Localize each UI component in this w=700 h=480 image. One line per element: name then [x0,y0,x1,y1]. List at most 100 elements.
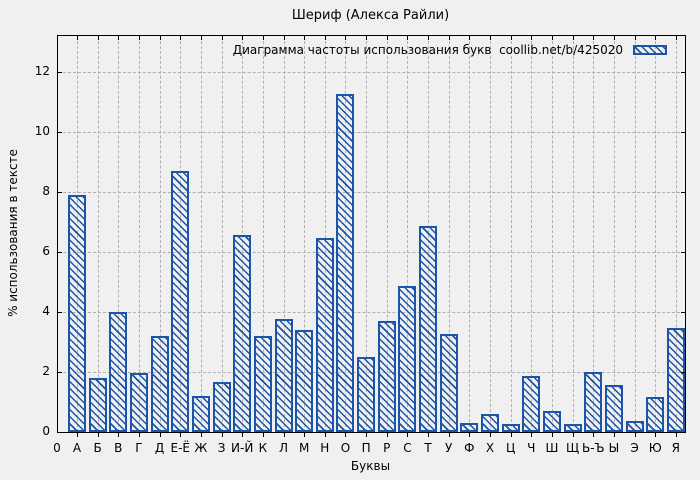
h-gridline [58,72,685,73]
x-tick-label: Б [93,441,102,455]
x-tick [221,36,223,40]
y-tick [58,192,62,193]
x-tick [324,433,326,437]
x-tick-label: В [114,441,123,455]
v-gridline [490,36,491,432]
x-tick [613,36,615,40]
bar-Е-Ё [171,171,190,432]
x-tick-label: Г [135,441,143,455]
y-tick [681,252,685,253]
bar-Н [315,238,334,432]
x-tick-label: Ю [648,441,662,455]
x-tick [448,433,450,437]
x-tick [490,433,491,437]
x-tick [159,36,161,40]
y-tick-label: 8 [42,184,50,198]
x-tick-label: Щ [566,441,580,455]
x-tick-label: Р [383,441,391,455]
bar-В [109,312,128,432]
bar-У [439,334,458,432]
x-tick-label: И-Й [231,441,254,455]
v-gridline [97,36,99,432]
bar-Ж [191,396,210,432]
v-gridline [634,36,636,432]
x-tick [77,36,78,40]
x-tick [304,36,306,40]
x-tick [180,36,182,40]
v-gridline [469,36,471,432]
y-tick-label: 0 [42,424,50,438]
bar-Т [419,226,438,432]
bar-Р [377,321,396,432]
x-tick [613,433,615,437]
h-gridline [58,312,685,313]
x-tick-label: Ь-Ъ [581,441,605,455]
bar-С [398,286,417,432]
x-tick [428,433,430,437]
v-gridline [551,36,553,432]
bar-К [253,336,272,432]
bar-Ш [542,411,561,432]
x-tick-label: Н [320,441,330,455]
x-tick [97,36,99,40]
v-gridline [510,36,512,432]
bar-Ф [460,423,479,432]
bar-Х [481,414,499,432]
bar-Ы [604,385,623,432]
v-gridline [572,36,574,432]
v-gridline [407,36,409,432]
legend: Диаграмма частоты использования букв coo… [233,43,667,57]
bar-Щ [563,424,582,432]
x-tick [200,433,202,437]
x-tick [262,433,264,437]
x-tick [242,433,244,437]
x-tick-label: Ы [608,441,620,455]
x-tick-label: М [298,441,310,455]
x-tick-label: З [217,441,226,455]
v-gridline [138,36,140,432]
y-tick [58,72,62,73]
x-tick [200,36,202,40]
h-gridline [58,132,685,133]
bar-И-Й [233,235,252,432]
x-tick-label: Ж [194,441,208,455]
x-tick [634,433,636,437]
x-tick [366,36,368,40]
x-tick [469,433,471,437]
x-tick [634,36,636,40]
v-gridline [118,36,120,432]
x-tick [283,36,285,40]
x-tick-label: Т [424,441,432,455]
x-tick [221,433,223,437]
v-gridline [448,36,450,432]
x-tick-label: Ш [545,441,559,455]
bar-Д [150,336,169,432]
h-gridline [58,192,685,193]
x-tick [138,36,140,40]
x-tick [531,36,533,40]
x-tick [386,36,388,40]
x-tick [448,36,450,40]
y-tick [58,312,62,313]
x-tick [345,433,347,437]
y-tick [58,252,62,253]
bar-М [295,330,314,432]
bar-П [357,357,376,432]
v-gridline [613,36,615,432]
y-tick-label: 4 [42,304,50,318]
v-gridline [159,36,161,432]
x-tick [675,433,677,437]
bar-Л [274,319,293,432]
x-tick-label: Е-Ё [170,441,191,455]
x-tick-label: С [403,441,412,455]
y-axis-label: % использования в тексте [6,149,20,317]
legend-label: Диаграмма частоты использования букв coo… [232,43,623,57]
x-tick-label: Ц [505,441,516,455]
x-tick-label: Э [630,441,639,455]
x-tick [572,36,574,40]
y-tick-label: 6 [42,244,50,258]
x-tick-label: Ч [527,441,536,455]
x-tick [283,433,285,437]
bar-Б [88,378,107,432]
bar-З [212,382,231,432]
